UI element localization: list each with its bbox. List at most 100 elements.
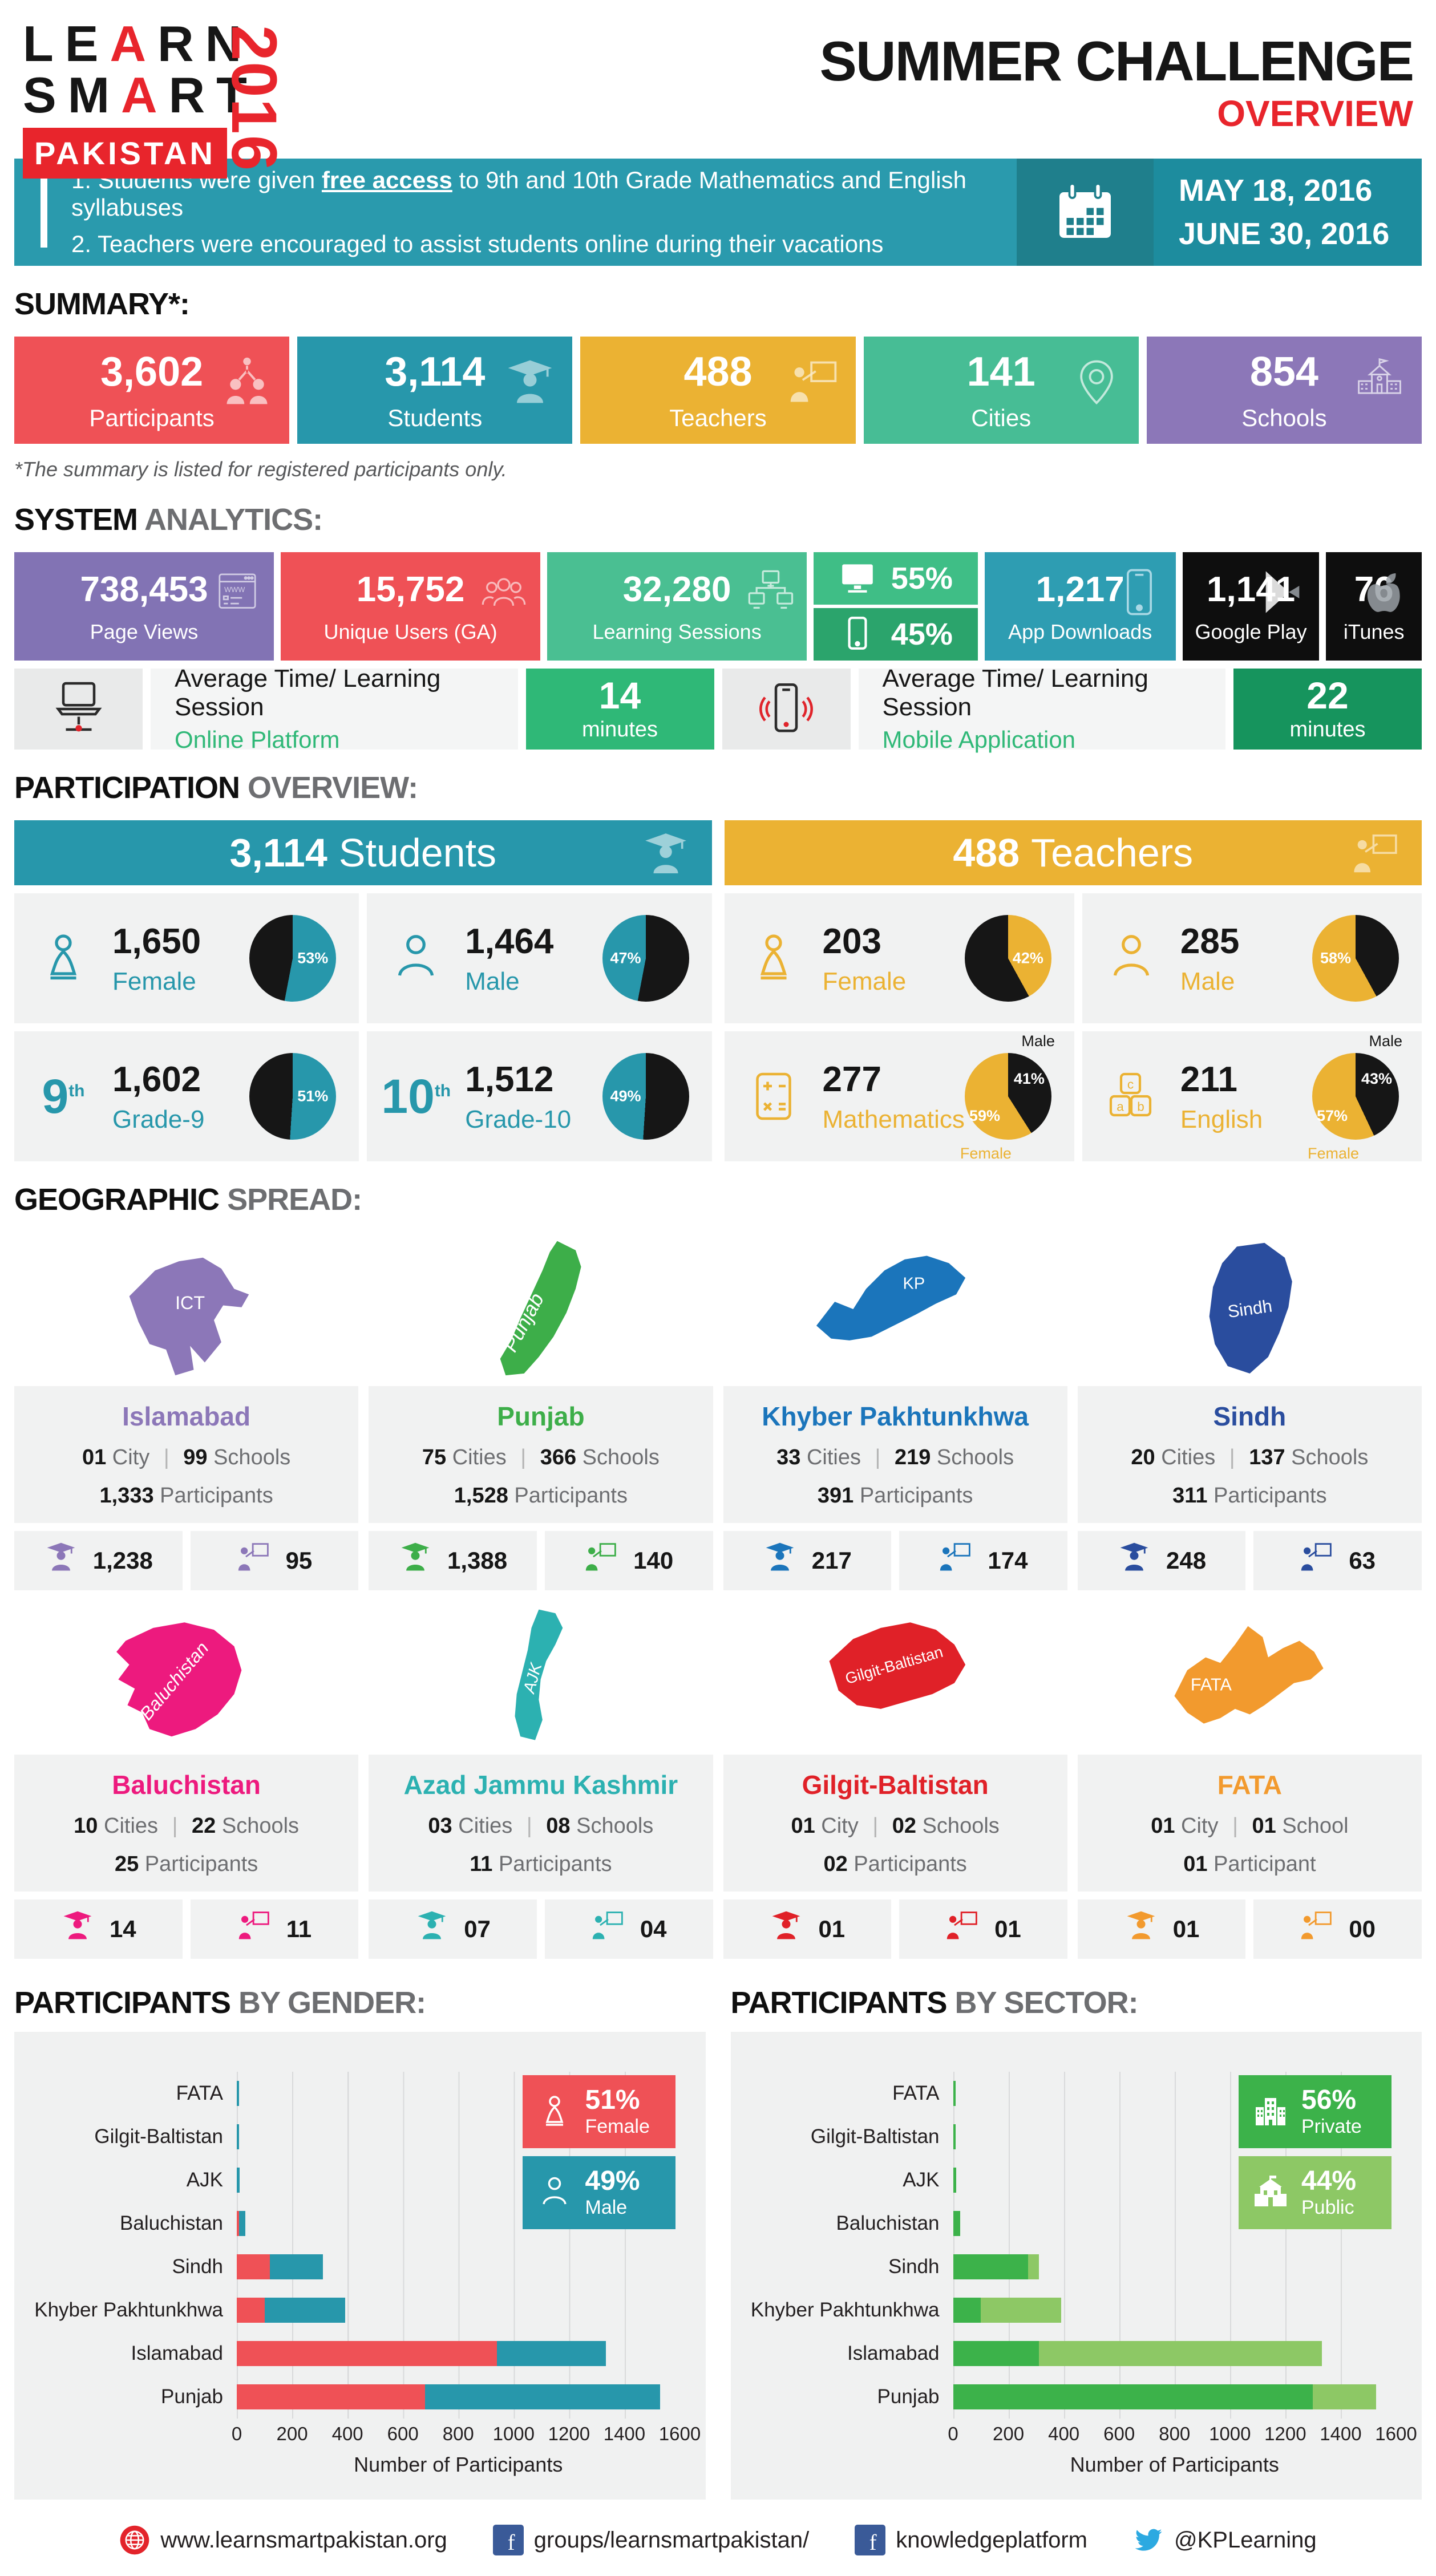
region-name: Azad Jammu Kashmir xyxy=(403,1770,678,1800)
gender-chart-section: PARTICIPANTS BY GENDER: FATA Gilgit-Balti… xyxy=(14,1965,706,2500)
gender-bars: 51% Female 49% Male xyxy=(237,2072,680,2419)
apple-icon xyxy=(1360,567,1410,620)
teachers-header: 488 Teachers xyxy=(724,820,1422,885)
public-school-icon xyxy=(1255,2176,1287,2206)
cell-label: Grade-10 xyxy=(465,1105,572,1133)
region-participants: 02 Participants xyxy=(823,1852,967,1876)
svg-text:f: f xyxy=(869,2530,877,2555)
page-views-label: Page Views xyxy=(90,619,199,643)
cell-label: Male xyxy=(1180,967,1235,995)
cities-label: Cities xyxy=(971,404,1032,431)
axis-tick: 600 xyxy=(387,2423,419,2444)
pie-percent: 43% xyxy=(1361,1070,1392,1087)
bar-segment xyxy=(953,2341,1039,2366)
region-name: Islamabad xyxy=(122,1402,251,1431)
charts-row: PARTICIPANTS BY GENDER: FATA Gilgit-Balti… xyxy=(14,1965,1422,2500)
analytics-heading: SYSTEM ANALYTICS: xyxy=(14,503,323,537)
graduate-icon xyxy=(60,1909,95,1949)
title-main: SUMMER CHALLENGE xyxy=(819,30,1414,92)
bar-segment xyxy=(953,2081,956,2106)
sector-chart-section: PARTICIPANTS BY SECTOR: FATA Gilgit-Balti… xyxy=(730,1965,1422,2500)
facebook-group-link[interactable]: f groups/learnsmartpakistan/ xyxy=(492,2525,809,2555)
sector-legend: 56% Private 44% Public xyxy=(1239,2075,1391,2229)
region-cities-schools: 33 Cities | 219 Schools xyxy=(776,1445,1014,1469)
smartphone-icon xyxy=(1114,567,1164,620)
pie-male-label: Male xyxy=(1021,1032,1055,1050)
region-students-count: 1,238 xyxy=(14,1531,183,1590)
google-play-label: Google Play xyxy=(1195,619,1307,643)
teachers-cells: 203 Female 42% 285 Male 58% 277 Mathematics… xyxy=(724,893,1422,1162)
bar-segment xyxy=(237,2081,239,2106)
unique-users-label: Unique Users (GA) xyxy=(323,619,497,643)
avg-time-mobile: Average Time/ Learning Session Mobile Ap… xyxy=(858,665,1225,753)
cell-value: 1,602 xyxy=(112,1059,201,1099)
participation-cell: 203 Female 42% xyxy=(724,893,1074,1023)
axis-tick: 1000 xyxy=(1209,2423,1251,2444)
pie-chart: 49% xyxy=(602,1053,689,1140)
bar-segment xyxy=(237,2341,497,2366)
average-time-row: Average Time/ Learning Session Online Pl… xyxy=(14,665,1422,753)
teacher-board-icon xyxy=(1300,1909,1334,1949)
map-pin-icon xyxy=(1070,356,1123,411)
region-students-count: 1,388 xyxy=(369,1531,537,1590)
region-teachers-count: 00 xyxy=(1253,1899,1422,1959)
mobile-share-value: 45% xyxy=(891,617,953,651)
users-icon xyxy=(479,567,529,620)
region-students-count: 01 xyxy=(723,1899,892,1959)
avg-time-title: Average Time/ Learning Session xyxy=(175,665,441,721)
pie-percent: 51% xyxy=(297,1087,329,1105)
laptop-network-icon xyxy=(14,669,143,750)
participation-cell: 9th 1,602 Grade-9 51% xyxy=(14,1031,359,1161)
bar-row xyxy=(953,2289,1397,2332)
website-link[interactable]: www.learnsmartpakistan.org xyxy=(119,2525,447,2555)
bar-row xyxy=(237,2375,680,2419)
bar-segment xyxy=(981,2298,1062,2323)
building-icon xyxy=(1256,2098,1285,2125)
region-cities-schools: 03 Cities | 08 Schools xyxy=(428,1814,654,1838)
graduate-icon xyxy=(1117,1541,1151,1581)
graduate-icon xyxy=(44,1541,78,1581)
region-teachers-count: 01 xyxy=(899,1899,1067,1959)
axis-tick: 0 xyxy=(231,2423,242,2444)
geographic-heading: GEOGRAPHIC SPREAD: xyxy=(14,1182,362,1217)
svg-text:AJK: AJK xyxy=(520,1660,546,1696)
region-map: Punjab xyxy=(369,1232,713,1386)
pie-chart: 42% xyxy=(964,915,1051,1002)
gender-x-axis: 0 200 400 600 800 1000 1200 1400 1600 xyxy=(232,2419,701,2445)
graduate-icon xyxy=(1124,1909,1158,1949)
region-card: FATA FATA 01 City | 01 School 01 Partici… xyxy=(1077,1601,1422,1959)
gender-category-labels: FATA Gilgit-Baltistan AJK Baluchistan Sindh K… xyxy=(26,2072,237,2419)
pie-percent: 57% xyxy=(1317,1107,1348,1124)
bar-segment xyxy=(1028,2254,1039,2279)
female-icon xyxy=(739,931,808,986)
summary-heading: SUMMARY*: xyxy=(14,287,190,321)
twitter-link[interactable]: @KPLearning xyxy=(1133,2525,1317,2555)
math-icon xyxy=(739,1069,808,1124)
cell-label: Grade-9 xyxy=(112,1105,205,1133)
banner-line1: 1. Students were given free access to 9t… xyxy=(71,167,967,221)
facebook-page-link[interactable]: f knowledgeplatform xyxy=(855,2525,1087,2555)
sector-bars: 56% Private 44% Public xyxy=(953,2072,1397,2419)
cell-label: English xyxy=(1180,1105,1263,1133)
cities-value: 141 xyxy=(966,349,1035,395)
region-card: KP Khyber Pakhtunkhwa 33 Cities | 219 Sc… xyxy=(723,1232,1067,1590)
cell-value: 211 xyxy=(1180,1059,1237,1099)
region-participants: 311 Participants xyxy=(1172,1484,1327,1508)
region-info: Azad Jammu Kashmir 03 Cities | 08 School… xyxy=(369,1755,713,1892)
cell-value: 285 xyxy=(1180,921,1240,961)
schools-label: Schools xyxy=(1241,404,1327,431)
people-group-icon xyxy=(221,356,273,411)
male-icon xyxy=(1097,931,1166,986)
svg-text:c: c xyxy=(1127,1078,1134,1092)
learning-sessions-value: 32,280 xyxy=(622,569,731,609)
axis-tick: 400 xyxy=(1048,2423,1080,2444)
region-card: Punjab Punjab 75 Cities | 366 Schools 1,… xyxy=(369,1232,713,1590)
bar-segment xyxy=(237,2254,270,2279)
category-label: FATA xyxy=(176,2082,223,2104)
sector-chart-heading: PARTICIPANTS BY SECTOR: xyxy=(730,1986,1139,2020)
region-map: Baluchistan xyxy=(14,1601,358,1755)
teachers-card: 488 Teachers xyxy=(580,337,856,444)
participation-cell: 277 Mathematics 59% 41% Male Female xyxy=(724,1031,1074,1162)
google-play-card: 1,141 Google Play xyxy=(1182,552,1320,661)
